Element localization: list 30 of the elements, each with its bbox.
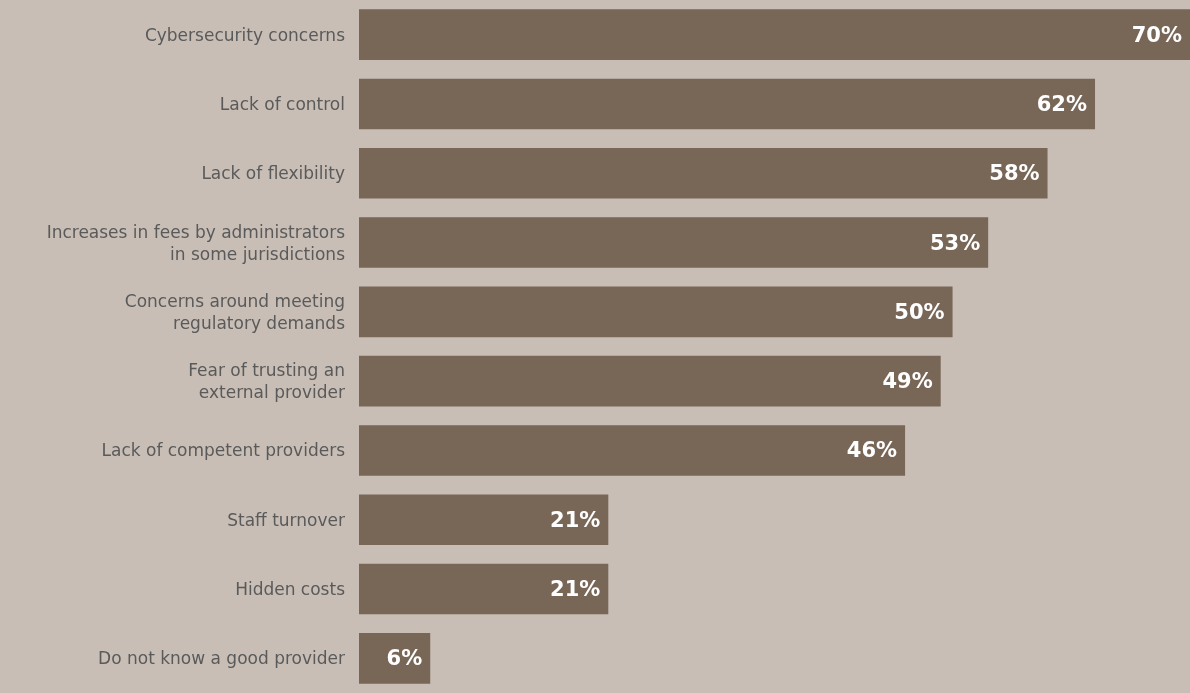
y-tick-label: Concerns around meeting regulatory demands — [124, 290, 346, 333]
y-tick-label: Do not know a good provider — [98, 648, 345, 669]
data-label: 6% — [386, 646, 423, 671]
bar — [359, 217, 989, 268]
y-tick-label: Staff turnover — [227, 509, 345, 530]
bar — [359, 494, 609, 546]
data-label: 46% — [846, 438, 898, 463]
y-tick-label: Increases in fees by administrators in some jurisdictions — [46, 221, 346, 264]
bar — [359, 355, 941, 407]
bar — [359, 425, 906, 476]
y-tick-label: Hidden costs — [235, 579, 346, 600]
y-tick-label: Lack of control — [219, 93, 345, 114]
bar — [359, 147, 1048, 199]
data-label: 21% — [550, 507, 601, 532]
bar — [359, 633, 431, 684]
y-tick-label: Lack of flexibility — [201, 163, 345, 184]
y-tick-label: Fear of trusting an external provider — [188, 360, 346, 403]
data-label: 49% — [882, 369, 933, 394]
bar — [359, 78, 1096, 130]
data-label: 62% — [1036, 91, 1088, 116]
bar — [359, 286, 953, 338]
data-label: 21% — [550, 577, 601, 602]
bar — [359, 563, 609, 615]
y-tick-label: Cybersecurity concerns — [144, 24, 346, 45]
data-label: 58% — [989, 161, 1040, 186]
data-label: 53% — [929, 230, 981, 255]
y-tick-label: Lack of competent providers — [101, 440, 346, 461]
bar — [359, 9, 1190, 60]
data-label: 70% — [1131, 22, 1182, 47]
data-label: 50% — [894, 299, 945, 324]
